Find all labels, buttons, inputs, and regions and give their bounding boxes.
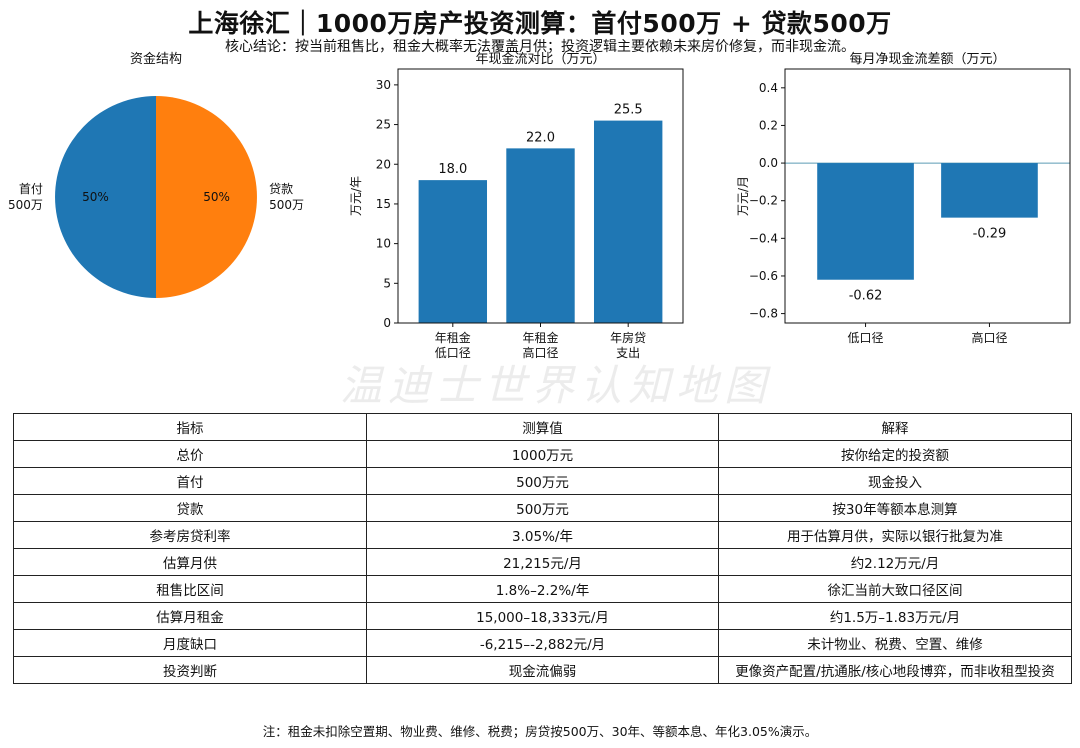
table-cell: 租售比区间 — [13, 575, 367, 603]
cashflow-chart-title: 年现金流对比（万元） — [475, 51, 605, 67]
net-chart-ytick-label: −0.4 — [749, 231, 778, 245]
cashflow-chart-ylabel: 万元/年 — [349, 176, 363, 216]
watermark: 温迪士世界认知地图 — [340, 361, 773, 410]
net-chart-ytick-label: −0.8 — [749, 307, 778, 321]
table-header-cell: 解释 — [718, 413, 1072, 441]
table-row: 租售比区间 1.8%–2.2%/年 徐汇当前大致口径区间 — [13, 575, 1072, 603]
table-row: 估算月租金 15,000–18,333元/月 约1.5万–1.83万元/月 — [13, 602, 1072, 630]
cashflow-chart-value-label: 18.0 — [438, 162, 467, 177]
table-row: 首付 500万元 现金投入 — [13, 467, 1072, 495]
table-row: 总价 1000万元 按你给定的投资额 — [13, 440, 1072, 468]
table-cell: 1.8%–2.2%/年 — [366, 575, 719, 603]
net-chart-ytick-label: −0.6 — [749, 269, 778, 283]
charts-svg: 资金结构 50% 首付 500万 50% 贷款 500万 年现金流对比（万元） 0 5 10 15 20… — [8, 51, 1071, 360]
cashflow-chart-ytick-label: 10 — [376, 237, 391, 251]
table-header-cell: 测算值 — [366, 413, 719, 441]
metrics-table: 指标 测算值 解释 总价 1000万元 按你给定的投资额 首付 500万元 现金投入 贷款 500… — [13, 413, 1072, 684]
table-row: 参考房贷利率 3.05%/年 用于估算月供，实际以银行批复为准 — [13, 521, 1072, 549]
table-cell: 按你给定的投资额 — [718, 440, 1072, 468]
table-cell: 未计物业、税费、空置、维修 — [718, 629, 1072, 657]
table-cell: 1000万元 — [366, 440, 719, 468]
net-chart-xtick-label: 低口径 — [848, 331, 884, 345]
footnote: 注：租金未扣除空置期、物业费、维修、税费；房贷按500万、30年、等额本息、年化… — [262, 724, 818, 739]
table-cell: 500万元 — [366, 494, 719, 522]
table-cell: 首付 — [13, 467, 367, 495]
table-header-row: 指标 测算值 解释 — [13, 413, 1072, 441]
cashflow-chart-bar — [506, 148, 575, 323]
table-row: 月度缺口 -6,215–-2,882元/月 未计物业、税费、空置、维修 — [13, 629, 1072, 657]
table-cell: 估算月供 — [13, 548, 367, 576]
cashflow-chart-ytick-label: 20 — [376, 157, 391, 171]
table-cell: 贷款 — [13, 494, 367, 522]
table-row: 估算月供 21,215元/月 约2.12万元/月 — [13, 548, 1072, 576]
table-cell: 参考房贷利率 — [13, 521, 367, 549]
pie-slice — [156, 96, 257, 298]
table-cell: 投资判断 — [13, 656, 367, 684]
cashflow-chart-value-label: 25.5 — [614, 103, 643, 118]
page-subtitle: 核心结论：按当前租售比，租金大概率无法覆盖月供；投资逻辑主要依赖未来房价修复，而… — [225, 39, 855, 55]
pie-pct-label: 50% — [82, 190, 109, 204]
cashflow-chart-frame — [397, 68, 684, 324]
table-body: 总价 1000万元 按你给定的投资额 首付 500万元 现金投入 贷款 500万元 按30年等额… — [13, 440, 1072, 684]
table-cell: 估算月租金 — [13, 602, 367, 630]
table-row: 贷款 500万元 按30年等额本息测算 — [13, 494, 1072, 522]
table-cell: 总价 — [13, 440, 367, 468]
table-cell: 月度缺口 — [13, 629, 367, 657]
net-chart-frame — [784, 68, 1071, 324]
cashflow-chart-bar — [418, 180, 488, 323]
net-chart-title: 每月净现金流差额（万元） — [849, 51, 1005, 67]
pie-title: 资金结构 — [130, 51, 182, 67]
net-chart-bar — [941, 163, 1038, 218]
cashflow-chart-xtick-label: 年租金高口径 — [522, 330, 558, 360]
table-cell: 15,000–18,333元/月 — [366, 602, 719, 630]
charts-area: 资金结构 50% 首付 500万 50% 贷款 500万 年现金流对比（万元） 0 5 10 15 20… — [0, 44, 1080, 390]
cashflow-chart-ytick-label: 30 — [376, 78, 391, 92]
table-cell: 现金投入 — [718, 467, 1072, 495]
cashflow-chart-ytick-label: 25 — [376, 118, 391, 132]
table-row: 投资判断 现金流偏弱 更像资产配置/抗通胀/核心地段博弈，而非收租型投资 — [13, 656, 1072, 684]
cashflow-chart-xtick-label: 年租金低口径 — [435, 330, 471, 360]
net-chart-ytick-label: 0.0 — [759, 156, 778, 170]
table-cell: 更像资产配置/抗通胀/核心地段博弈，而非收租型投资 — [718, 656, 1072, 684]
net-chart-ytick-label: 0.4 — [759, 81, 778, 95]
table-cell: 按30年等额本息测算 — [718, 494, 1072, 522]
table-cell: 徐汇当前大致口径区间 — [718, 575, 1072, 603]
pie-slice-label: 贷款 500万 — [269, 182, 304, 212]
net-chart-ytick-label: 0.2 — [759, 118, 778, 132]
table-header-cell: 指标 — [13, 413, 367, 441]
net-chart-bar — [817, 163, 914, 280]
table-cell: 用于估算月供，实际以银行批复为准 — [718, 521, 1072, 549]
net-chart-value-label: -0.62 — [849, 289, 883, 304]
cashflow-chart-value-label: 22.0 — [526, 130, 555, 145]
pie-slice-label: 首付 500万 — [8, 182, 43, 212]
table-cell: 500万元 — [366, 467, 719, 495]
cashflow-chart-ytick-label: 15 — [376, 197, 391, 211]
table-cell: -6,215–-2,882元/月 — [366, 629, 719, 657]
net-chart-xtick-label: 高口径 — [971, 330, 1007, 345]
net-chart-value-label: -0.29 — [973, 227, 1007, 242]
page-title: 上海徐汇｜1000万房产投资测算：首付500万 + 贷款500万 — [188, 9, 892, 38]
net-chart-ytick-label: −0.2 — [749, 194, 778, 208]
cashflow-chart-bar — [593, 120, 663, 323]
table-cell: 21,215元/月 — [366, 548, 719, 576]
table-cell: 3.05%/年 — [366, 521, 719, 549]
table-cell: 现金流偏弱 — [366, 656, 719, 684]
pie-pct-label: 50% — [203, 190, 230, 204]
cashflow-chart-ytick-label: 0 — [383, 316, 391, 330]
pie-slice — [55, 96, 157, 298]
table-cell: 约2.12万元/月 — [718, 548, 1072, 576]
cashflow-chart-xtick-label: 年房贷支出 — [610, 330, 646, 360]
cashflow-chart-ytick-label: 5 — [383, 276, 391, 290]
net-chart-ylabel: 万元/月 — [736, 176, 750, 216]
table-cell: 约1.5万–1.83万元/月 — [718, 602, 1072, 630]
